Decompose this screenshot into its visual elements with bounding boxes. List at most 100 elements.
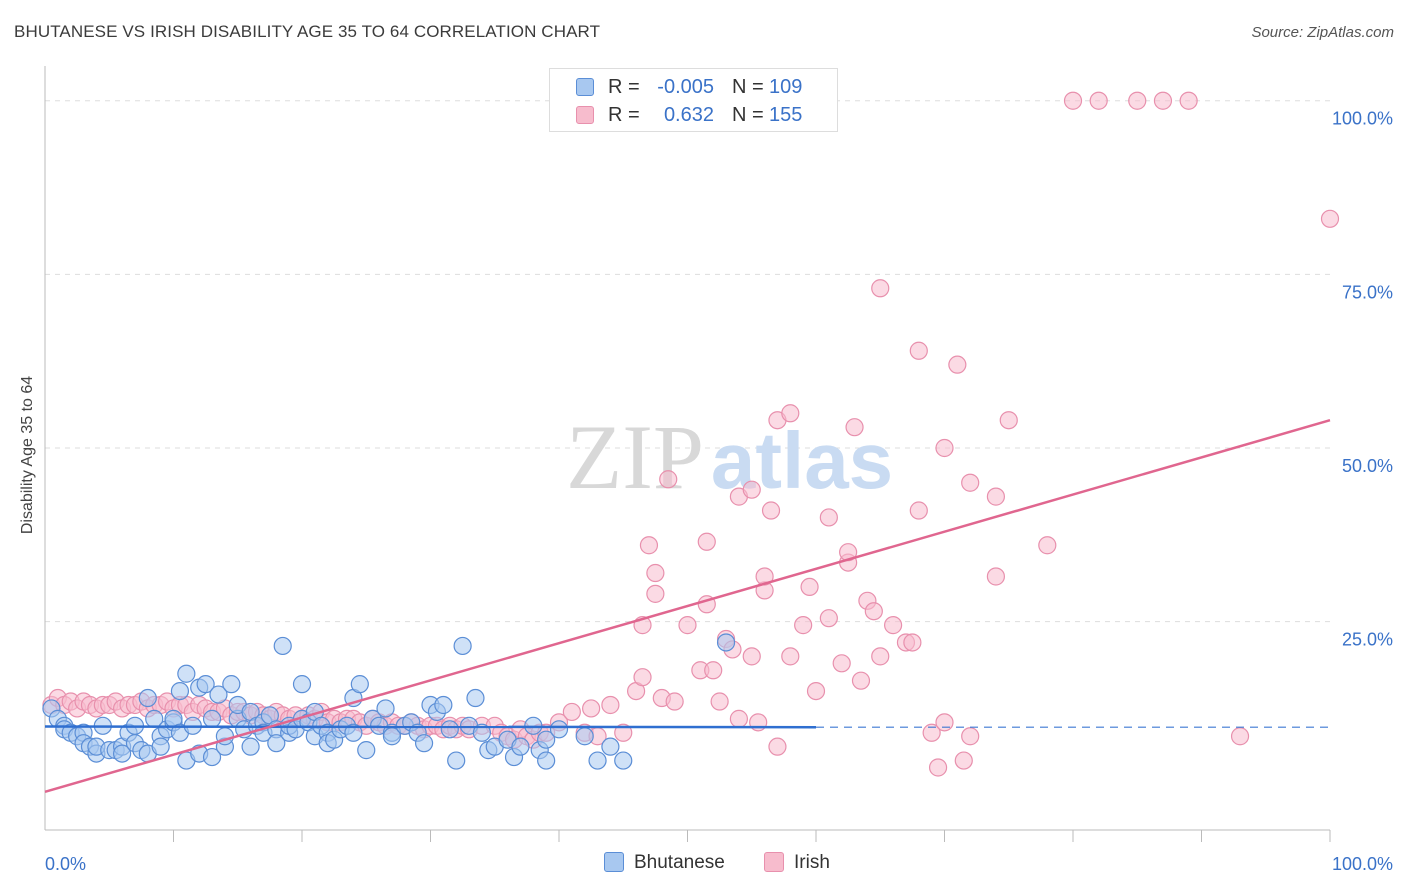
bhutanese-point — [440, 720, 459, 739]
bhutanese-legend-swatch — [604, 852, 624, 872]
legend-item-bhutanese: Bhutanese — [604, 852, 725, 874]
chart-title: BHUTANESE VS IRISH DISABILITY AGE 35 TO … — [14, 22, 601, 41]
irish-point — [742, 480, 761, 499]
irish-point — [864, 602, 883, 621]
bhutanese-points — [42, 633, 736, 770]
irish-point — [794, 616, 813, 635]
irish-point — [1063, 91, 1083, 110]
bhutanese-point — [241, 737, 260, 756]
bhutanese-point — [376, 699, 395, 718]
bhutanese-point — [511, 737, 530, 756]
irish-point — [639, 536, 659, 555]
r-label: R = — [608, 104, 640, 126]
n-value: 109 — [769, 76, 803, 98]
r-label: R = — [608, 76, 640, 98]
bhutanese-point — [716, 633, 736, 652]
bhutanese-point — [453, 636, 472, 656]
bhutanese-point — [267, 734, 286, 753]
x-tick-label: 100.0% — [1332, 854, 1393, 874]
irish-point — [986, 487, 1006, 506]
bhutanese-point — [273, 636, 292, 656]
irish-point — [1230, 727, 1250, 746]
r-value: 0.632 — [663, 104, 714, 126]
irish-point — [710, 692, 729, 711]
n-label: N = — [732, 104, 764, 126]
irish-point — [678, 616, 697, 635]
bhutanese-point — [549, 720, 569, 739]
bhutanese-point — [202, 709, 222, 728]
bhutanese-point — [414, 734, 434, 753]
irish-point — [742, 647, 761, 666]
trendlines — [44, 419, 1331, 794]
irish-point — [851, 671, 871, 690]
bhutanese-point — [472, 723, 491, 742]
irish-point — [768, 737, 787, 756]
irish-point — [871, 279, 890, 298]
y-tick-label: 25.0% — [1342, 630, 1393, 650]
irish-point — [646, 563, 665, 583]
bhutanese-point — [601, 737, 620, 756]
watermark-zip: ZIP — [566, 406, 704, 508]
bhutanese-point — [447, 751, 466, 770]
irish-point — [922, 723, 941, 742]
bhutanese-point — [209, 685, 228, 704]
bhutanese-point — [177, 664, 196, 683]
irish-point — [697, 532, 716, 551]
bhutanese-point — [292, 675, 312, 694]
irish-point — [646, 584, 665, 603]
irish-point — [800, 577, 819, 597]
irish-point — [999, 411, 1018, 430]
bhutanese-point — [138, 688, 157, 708]
irish-point — [986, 567, 1006, 586]
irish-point — [883, 616, 903, 635]
irish-point — [819, 609, 838, 628]
irish-point — [1128, 91, 1147, 110]
bhutanese-point — [537, 751, 556, 770]
irish-point — [614, 723, 633, 742]
irish-point — [819, 508, 838, 527]
irish-point — [845, 418, 864, 437]
irish-point — [781, 404, 800, 423]
irish-point — [633, 668, 652, 687]
n-label: N = — [732, 76, 764, 98]
source-label: Source: ZipAtlas.com — [1251, 24, 1394, 41]
irish-point — [761, 501, 781, 520]
irish-point — [832, 654, 851, 673]
irish-point — [582, 699, 601, 718]
x-tick-label: 0.0% — [45, 854, 86, 874]
irish-point — [961, 473, 980, 492]
watermark: ZIP atlas — [566, 406, 893, 508]
bhutanese-point — [170, 681, 190, 701]
irish-point — [928, 758, 948, 777]
bhutanese-point — [112, 744, 132, 763]
bhutanese-point — [434, 695, 453, 715]
irish-point — [781, 647, 800, 666]
y-tick-label: 75.0% — [1342, 282, 1393, 302]
legend-label-irish: Irish — [794, 852, 830, 873]
bhutanese-point — [350, 675, 369, 694]
bhutanese-point — [614, 751, 633, 770]
irish-point — [1179, 91, 1198, 110]
irish-point — [948, 355, 967, 374]
gridlines — [44, 66, 1331, 842]
irish-point — [961, 727, 980, 746]
irish-point — [601, 695, 620, 715]
bhutanese-trendline — [44, 725, 817, 729]
bhutanese-point — [537, 730, 556, 749]
irish-point — [562, 702, 581, 722]
bhutanese-point — [151, 737, 170, 756]
irish-point — [935, 713, 954, 732]
irish-point — [1153, 91, 1173, 110]
irish-point — [665, 692, 684, 711]
irish-point — [1089, 91, 1108, 110]
y-tick-label: 100.0% — [1332, 109, 1393, 129]
bhutanese-point — [344, 723, 363, 742]
bhutanese-point — [202, 747, 222, 767]
bhutanese-point — [357, 741, 376, 760]
irish-point — [903, 633, 922, 652]
irish-point — [729, 709, 749, 728]
bhutanese-point — [575, 727, 594, 746]
bhutanese-swatch — [576, 78, 594, 96]
legend-row-irish: R = 0.632 N = 155 — [550, 101, 837, 129]
